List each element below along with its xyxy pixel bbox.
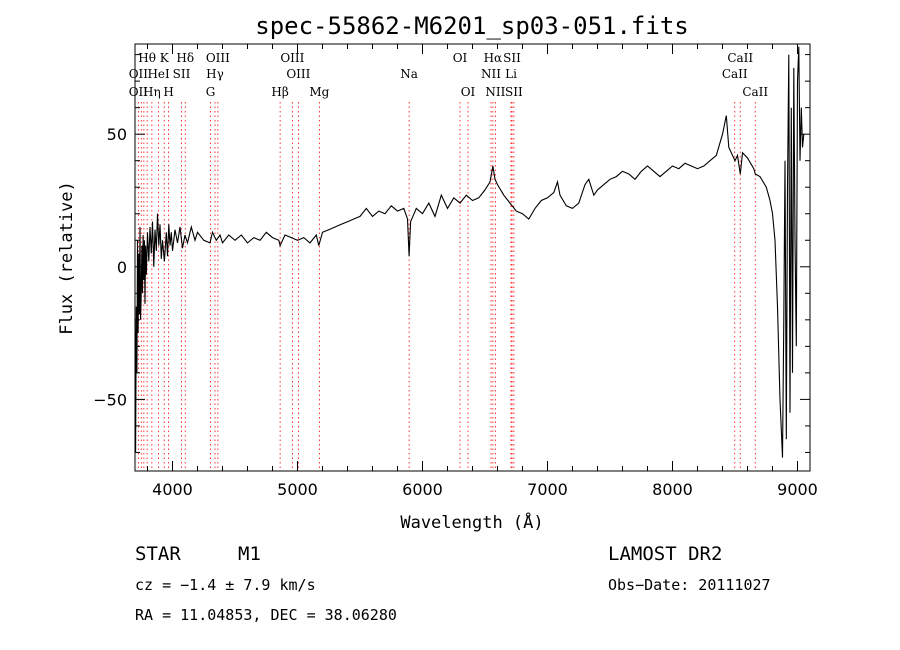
line-label: Li xyxy=(505,67,517,81)
line-label: SII xyxy=(505,85,523,99)
object-class: STAR xyxy=(135,543,181,565)
line-label: OIII xyxy=(280,51,304,65)
line-label: CaII xyxy=(742,85,768,99)
line-label: HeI xyxy=(147,67,170,81)
x-tick-label: 9000 xyxy=(777,480,818,499)
line-label: Mg xyxy=(309,85,329,99)
line-label: Hβ xyxy=(271,85,288,99)
line-label: OIII xyxy=(286,67,310,81)
line-label: G xyxy=(206,85,216,99)
y-tick-label: −50 xyxy=(93,390,127,409)
plot-frame xyxy=(134,43,811,472)
line-label: OIII xyxy=(206,51,230,65)
line-label: NII xyxy=(485,85,505,99)
line-label: SII xyxy=(503,51,521,65)
line-label: OII xyxy=(129,67,149,81)
line-label: Hγ xyxy=(206,67,224,81)
line-label: Hθ xyxy=(138,51,156,65)
velocity-readout: cz = −1.4 ± 7.9 km/s xyxy=(135,576,316,594)
line-label: Hδ xyxy=(176,51,194,65)
survey-name: LAMOST DR2 xyxy=(608,543,722,565)
x-axis-ticks: 4000 5000 6000 7000 8000 9000 xyxy=(147,44,818,499)
coordinates: RA = 11.04853, DEC = 38.06280 xyxy=(135,606,397,624)
y-tick-label: 0 xyxy=(117,258,127,277)
y-axis-ticks: −50 0 50 xyxy=(93,54,810,453)
chart-title: spec-55862-M6201_sp03-051.fits xyxy=(255,12,688,40)
line-label: Na xyxy=(400,67,418,81)
line-label: SII xyxy=(173,67,191,81)
line-label: OII xyxy=(129,85,149,99)
line-label: CaII xyxy=(727,51,753,65)
line-label: Hα xyxy=(484,51,503,65)
line-label: NII xyxy=(481,67,501,81)
y-tick-label: 50 xyxy=(107,125,127,144)
line-label: H xyxy=(163,85,173,99)
spectral-line-markers xyxy=(137,102,756,471)
line-label: CaII xyxy=(722,67,748,81)
x-tick-label: 7000 xyxy=(527,480,568,499)
line-label: Hη xyxy=(143,85,161,99)
line-label: OI xyxy=(453,51,468,65)
x-tick-label: 8000 xyxy=(652,480,693,499)
object-subclass: M1 xyxy=(238,543,261,565)
spectrum-line xyxy=(134,46,805,458)
x-tick-label: 4000 xyxy=(152,480,193,499)
x-tick-label: 6000 xyxy=(402,480,443,499)
obs-date: Obs−Date: 20111027 xyxy=(608,576,771,594)
x-tick-label: 5000 xyxy=(277,480,318,499)
line-label: OI xyxy=(461,85,476,99)
y-axis-label: Flux (relative) xyxy=(57,181,77,335)
line-label: K xyxy=(160,51,170,65)
x-axis-label: Wavelength (Å) xyxy=(400,511,543,533)
